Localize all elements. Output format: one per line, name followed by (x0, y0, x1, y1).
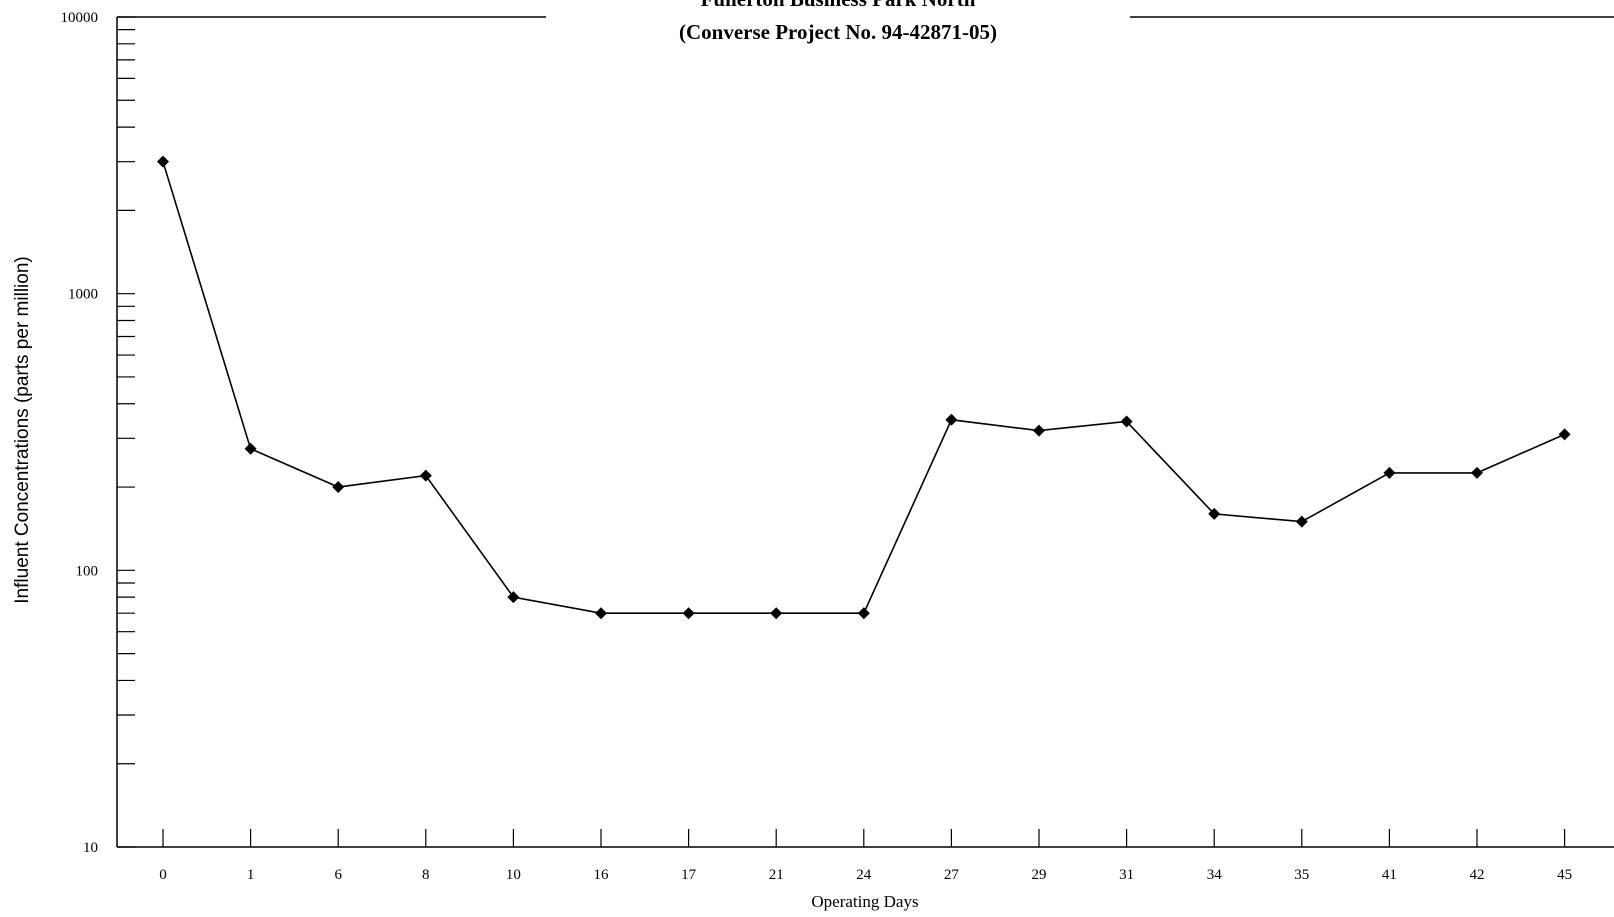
data-point (419, 469, 432, 482)
data-point (1383, 466, 1396, 479)
data-point (332, 481, 345, 494)
data-point (1471, 466, 1483, 479)
data-point (244, 442, 257, 455)
x-tick-label: 6 (334, 867, 342, 883)
x-tick-label: 17 (681, 867, 697, 883)
y-tick-label: 10000 (61, 10, 99, 26)
data-point (157, 155, 169, 168)
data-point (682, 607, 695, 620)
data-point (1208, 507, 1221, 520)
x-tick-label: 31 (1119, 867, 1134, 883)
y-ticks: 10 100 1000 10000 (61, 10, 135, 856)
data-point (1558, 428, 1571, 441)
x-tick-label: 41 (1382, 867, 1397, 883)
x-tick-label: 10 (506, 867, 521, 883)
x-tick-label: 8 (422, 867, 430, 883)
y-tick-label: 10 (83, 840, 98, 856)
y-axis-title: Influent Concentrations (parts per milli… (12, 256, 33, 603)
chart-title: Fullerton Business Park North (701, 0, 976, 11)
series-group (157, 155, 1571, 620)
series-line (162, 161, 1565, 615)
x-tick-label: 35 (1294, 867, 1309, 883)
chart-subtitle: (Converse Project No. 94-42871-05) (679, 20, 997, 44)
data-point (507, 591, 520, 604)
y-tick-label: 1000 (68, 287, 98, 303)
x-tick-label: 45 (1557, 867, 1572, 883)
data-point (1120, 415, 1133, 428)
data-point (770, 607, 783, 620)
x-tick-label: 42 (1470, 867, 1485, 883)
data-point (945, 413, 958, 426)
data-point (1295, 515, 1308, 528)
data-point (1033, 424, 1045, 437)
x-ticks: 0 1 6 8 10 16 17 21 24 27 29 31 34 35 41 42 45 (159, 829, 1572, 883)
x-axis-title: Operating Days (811, 892, 918, 911)
data-point (595, 607, 607, 620)
x-tick-label: 27 (944, 867, 960, 883)
x-tick-label: 0 (159, 867, 167, 883)
x-tick-label: 21 (769, 867, 784, 883)
y-tick-label: 100 (76, 563, 99, 579)
x-tick-label: 16 (594, 867, 610, 883)
x-tick-label: 1 (247, 867, 255, 883)
x-tick-label: 24 (856, 867, 872, 883)
x-tick-label: 29 (1032, 867, 1047, 883)
data-point (857, 607, 870, 620)
x-tick-label: 34 (1207, 867, 1223, 883)
